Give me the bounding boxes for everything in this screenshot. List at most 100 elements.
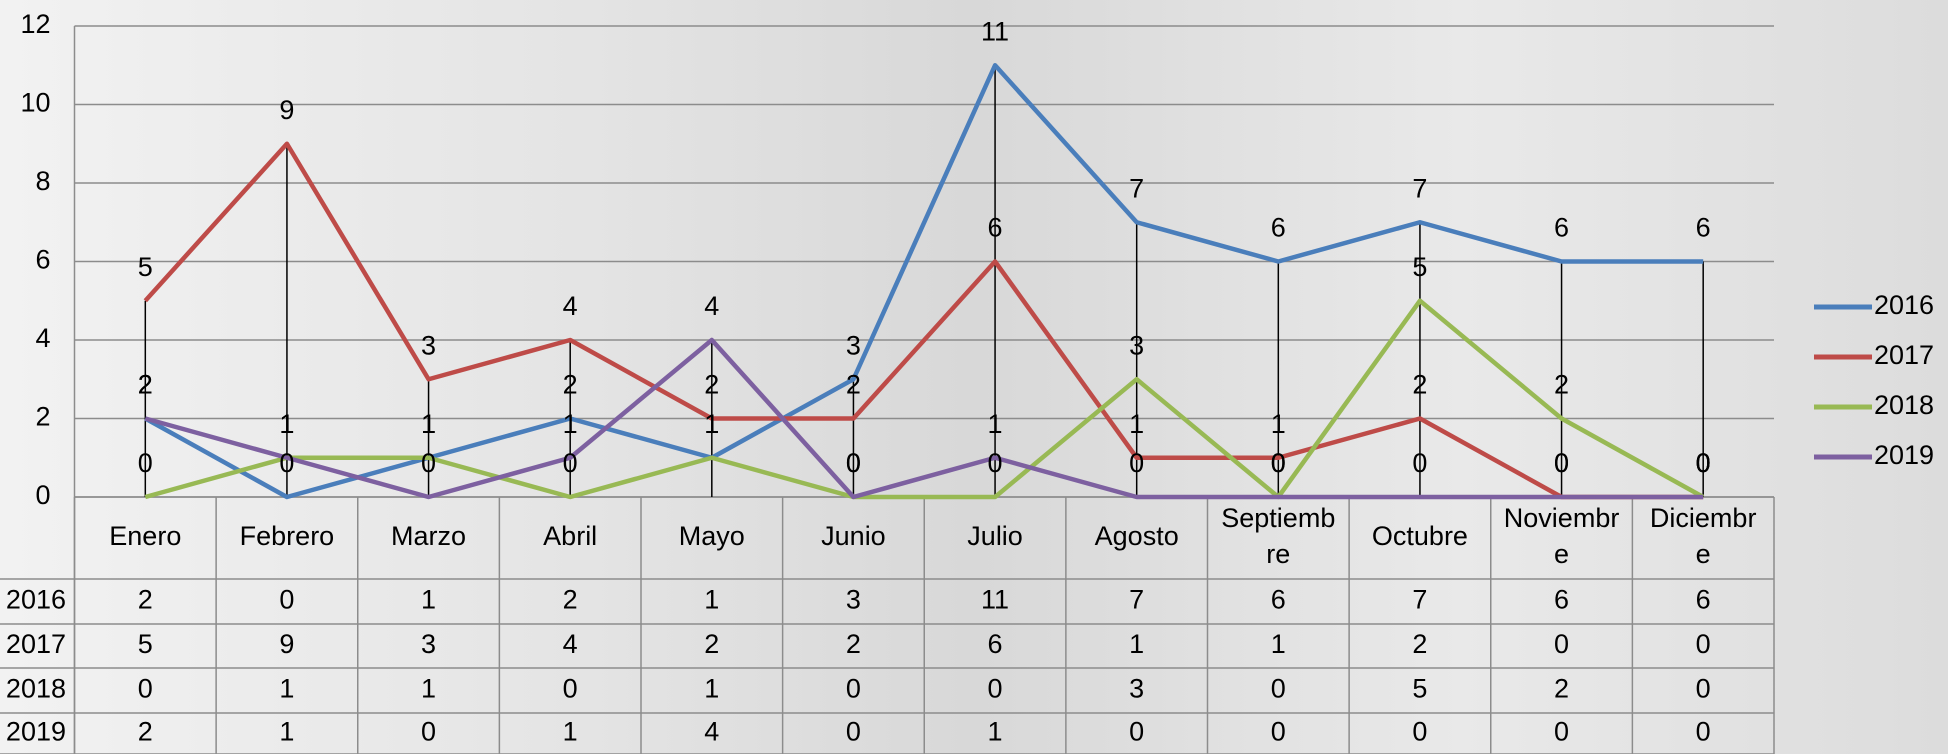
data-label: 2 <box>1554 370 1569 400</box>
table-cell: 11 <box>981 585 1009 615</box>
data-label: 6 <box>1271 213 1286 243</box>
y-tick-label: 4 <box>35 323 50 353</box>
table-cell: 0 <box>1129 717 1144 747</box>
table-cell: 0 <box>1696 674 1711 704</box>
legend-label: 2016 <box>1874 290 1934 320</box>
data-label: 0 <box>1271 448 1286 478</box>
table-cell: 4 <box>704 717 719 747</box>
chart: 024681012EneroFebreroMarzoAbrilMayoJunio… <box>0 0 1948 754</box>
table-cell: 5 <box>1412 674 1427 704</box>
table-cell: 0 <box>279 585 294 615</box>
table-cell: 2 <box>704 629 719 659</box>
data-label: 2 <box>846 370 861 400</box>
table-cell: 0 <box>846 674 861 704</box>
y-tick-label: 2 <box>35 402 50 432</box>
data-label: 6 <box>1696 213 1711 243</box>
table-cell: 0 <box>1271 717 1286 747</box>
data-label: 3 <box>846 330 861 360</box>
table-cell: 2 <box>138 717 153 747</box>
table-cell: 2 <box>846 629 861 659</box>
table-cell: 6 <box>1696 585 1711 615</box>
legend-label: 2019 <box>1874 440 1934 470</box>
table-cell: 0 <box>421 717 436 747</box>
data-label: 1 <box>1271 409 1286 439</box>
data-label: 3 <box>1129 330 1144 360</box>
data-label: 9 <box>279 95 294 125</box>
x-tick-label: Octubre <box>1372 521 1468 551</box>
table-row-label: 2016 <box>6 585 66 615</box>
data-label: 1 <box>1129 409 1144 439</box>
table-row-label: 2017 <box>6 629 66 659</box>
data-label: 0 <box>1554 448 1569 478</box>
data-label: 7 <box>1412 173 1427 203</box>
data-label: 1 <box>421 409 436 439</box>
x-tick-label: Abril <box>543 521 597 551</box>
data-label: 5 <box>138 252 153 282</box>
data-label: 2 <box>138 370 153 400</box>
data-label: 0 <box>1696 448 1711 478</box>
series-line <box>145 301 1703 497</box>
y-tick-label: 8 <box>35 166 50 196</box>
data-label: 0 <box>1129 448 1144 478</box>
x-tick-label: Enero <box>109 521 181 551</box>
table-cell: 7 <box>1129 585 1144 615</box>
table-cell: 0 <box>1554 629 1569 659</box>
table-cell: 0 <box>1271 674 1286 704</box>
table-cell: 2 <box>563 585 578 615</box>
table-cell: 0 <box>846 717 861 747</box>
legend-label: 2018 <box>1874 390 1934 420</box>
table-cell: 6 <box>1554 585 1569 615</box>
table-cell: 1 <box>988 717 1003 747</box>
data-label: 0 <box>421 448 436 478</box>
y-tick-label: 6 <box>35 245 50 275</box>
data-label: 0 <box>1412 448 1427 478</box>
page: 024681012EneroFebreroMarzoAbrilMayoJunio… <box>0 0 1948 754</box>
x-tick-label: Junio <box>821 521 886 551</box>
data-label: 2 <box>1412 370 1427 400</box>
table-cell: 0 <box>1696 629 1711 659</box>
data-label: 11 <box>981 16 1009 46</box>
table-cell: 3 <box>421 629 436 659</box>
table-cell: 2 <box>138 585 153 615</box>
table-cell: 6 <box>1271 585 1286 615</box>
data-label: 4 <box>704 291 719 321</box>
data-label: 2 <box>704 370 719 400</box>
data-label: 7 <box>1129 173 1144 203</box>
table-cell: 3 <box>1129 674 1144 704</box>
table-cell: 0 <box>138 674 153 704</box>
table-cell: 1 <box>421 674 436 704</box>
data-label: 1 <box>704 409 719 439</box>
data-label: 0 <box>563 448 578 478</box>
table-cell: 7 <box>1412 585 1427 615</box>
data-label: 1 <box>988 409 1003 439</box>
x-tick-label: Marzo <box>391 521 466 551</box>
x-tick-label: Mayo <box>679 521 745 551</box>
table-cell: 1 <box>421 585 436 615</box>
table-cell: 0 <box>988 674 1003 704</box>
table-cell: 5 <box>138 629 153 659</box>
series-line <box>145 65 1703 497</box>
table-cell: 9 <box>279 629 294 659</box>
y-tick-label: 12 <box>20 9 50 39</box>
data-label: 5 <box>1412 252 1427 282</box>
x-tick-label: Agosto <box>1095 521 1179 551</box>
data-label: 4 <box>563 291 578 321</box>
table-cell: 0 <box>1554 717 1569 747</box>
x-tick-label: Julio <box>967 521 1023 551</box>
x-tick-label: Febrero <box>240 521 335 551</box>
table-cell: 1 <box>1129 629 1144 659</box>
data-label: 3 <box>421 330 436 360</box>
table-cell: 1 <box>563 717 578 747</box>
data-label: 0 <box>846 448 861 478</box>
data-label: 2 <box>563 370 578 400</box>
y-tick-label: 0 <box>35 480 50 510</box>
table-cell: 2 <box>1554 674 1569 704</box>
table-cell: 0 <box>1696 717 1711 747</box>
legend-label: 2017 <box>1874 340 1934 370</box>
series-line <box>145 144 1703 497</box>
table-cell: 1 <box>279 674 294 704</box>
table-cell: 3 <box>846 585 861 615</box>
table-cell: 1 <box>704 674 719 704</box>
